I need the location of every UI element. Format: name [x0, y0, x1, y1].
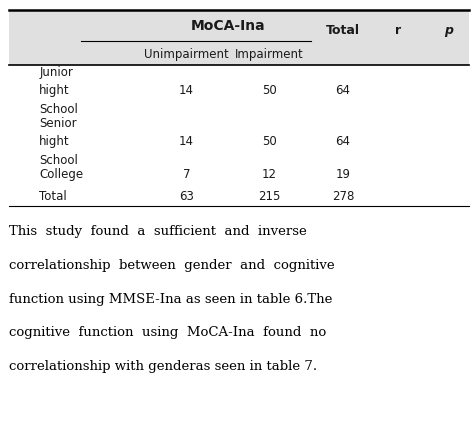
Text: function using MMSE-Ina as seen in table 6.The: function using MMSE-Ina as seen in table… [9, 293, 333, 306]
Bar [9, 40, 469, 65]
Text: 14: 14 [179, 135, 194, 148]
Text: Total: Total [39, 189, 67, 203]
Text: 63: 63 [179, 189, 194, 203]
Text: Total: Total [326, 24, 360, 37]
Text: College: College [39, 168, 83, 181]
Text: 12: 12 [262, 168, 277, 181]
Text: 19: 19 [335, 168, 350, 181]
Text: 50: 50 [262, 84, 277, 97]
Text: MoCA-Ina: MoCA-Ina [191, 19, 265, 33]
Text: r: r [395, 24, 401, 37]
Text: Unimpairment: Unimpairment [144, 48, 229, 61]
Text: School: School [39, 154, 78, 167]
Text: Impairment: Impairment [235, 48, 304, 61]
Text: correlationship  between  gender  and  cognitive: correlationship between gender and cogni… [9, 259, 335, 272]
Text: School: School [39, 103, 78, 116]
Text: 50: 50 [262, 135, 277, 148]
Text: 278: 278 [332, 189, 354, 203]
Text: 14: 14 [179, 84, 194, 97]
Text: Senior: Senior [39, 117, 77, 130]
Bar [9, 11, 469, 40]
Text: hight: hight [39, 135, 70, 148]
Text: 7: 7 [183, 168, 190, 181]
Text: hight: hight [39, 84, 70, 97]
Text: Junior: Junior [39, 66, 73, 79]
Text: cognitive  function  using  MoCA-Ina  found  no: cognitive function using MoCA-Ina found … [9, 326, 327, 339]
Text: 215: 215 [258, 189, 281, 203]
Text: This  study  found  a  sufficient  and  inverse: This study found a sufficient and invers… [9, 225, 307, 238]
Text: 64: 64 [335, 135, 350, 148]
Text: 64: 64 [335, 84, 350, 97]
Text: correlationship with genderas seen in table 7.: correlationship with genderas seen in ta… [9, 360, 318, 373]
Text: p: p [444, 24, 453, 37]
